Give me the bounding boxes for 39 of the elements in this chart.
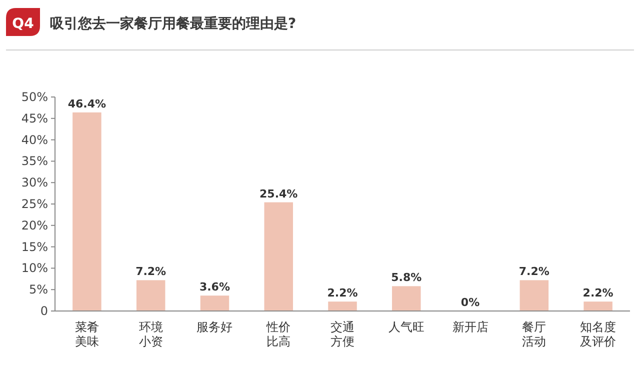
bar	[328, 302, 357, 311]
bar	[200, 296, 230, 311]
bar	[264, 202, 293, 311]
bar	[392, 286, 421, 311]
x-tick-label: 菜肴美味	[74, 320, 99, 348]
x-tick-label: 性价比高	[266, 320, 291, 348]
data-label: 0%	[460, 296, 480, 309]
text: Q4	[12, 16, 34, 32]
y-tick-label: 50%	[21, 90, 48, 104]
data-label: 2.2%	[327, 286, 358, 300]
bar	[520, 280, 549, 311]
data-label: 3.6%	[199, 280, 230, 294]
chart-title: 吸引您去一家餐厅用餐最重要的理由是?	[50, 15, 296, 32]
bar	[584, 302, 612, 311]
data-label: 5.8%	[391, 271, 422, 284]
x-tick-label: 知名度及评价	[580, 320, 616, 348]
data-label: 25.4%	[260, 187, 298, 200]
x-tick-label: 人气旺	[388, 320, 424, 334]
bar	[136, 280, 166, 311]
bar	[72, 112, 102, 311]
y-tick-label: 35%	[21, 154, 48, 168]
y-tick-label: 45%	[21, 111, 48, 126]
data-label: 2.2%	[582, 286, 614, 300]
y-tick-label: 0	[40, 304, 48, 318]
x-tick-label: 交通方便	[330, 320, 354, 348]
x-tick-label: 服务好	[196, 320, 233, 334]
data-label: 46.4%	[68, 97, 106, 110]
y-tick-label: 25%	[21, 197, 48, 211]
x-tick-label: 环境小资	[138, 320, 163, 348]
x-tick-label: 餐厅活动	[522, 320, 546, 348]
x-tick-label: 新开店	[452, 320, 488, 334]
y-tick-label: 15%	[21, 240, 48, 254]
data-label: 7.2%	[136, 265, 166, 278]
data-label: 7.2%	[518, 265, 550, 278]
y-tick-label: 30%	[21, 176, 48, 190]
y-tick-label: 40%	[21, 132, 48, 147]
y-tick-label: 10%	[21, 261, 48, 276]
y-tick-label: 5%	[28, 282, 48, 297]
y-tick-label: 20%	[21, 218, 48, 232]
